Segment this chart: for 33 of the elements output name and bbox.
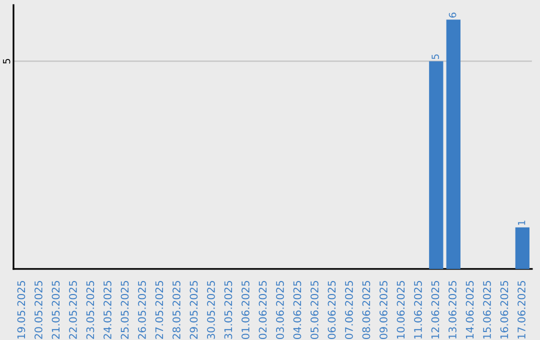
data-label: 1 — [518, 220, 526, 225]
x-tick-label: 04.06.2025 — [293, 280, 302, 340]
x-tick-label: 06.06.2025 — [328, 280, 336, 340]
x-tick-label: 09.06.2025 — [380, 280, 388, 340]
x-tick-label: 12.06.2025 — [431, 280, 440, 339]
x-tick-label: 11.06.2025 — [414, 280, 422, 339]
x-tick-label: 27.05.2025 — [155, 280, 164, 339]
x-tick-label: 23.05.2025 — [86, 280, 94, 339]
x-tick-label: 02.06.2025 — [258, 280, 267, 340]
x-tick-label: 30.05.2025 — [207, 280, 215, 339]
data-label: 5 — [432, 54, 439, 60]
x-tick-label: 25.05.2025 — [120, 280, 129, 339]
x-tick-label: 22.05.2025 — [69, 280, 77, 339]
x-tick-label: 19.05.2025 — [17, 280, 26, 339]
x-tick-label: 21.05.2025 — [52, 280, 60, 339]
x-tick-label: 17.06.2025 — [518, 280, 526, 339]
x-tick-label: 05.06.2025 — [310, 280, 318, 340]
x-tick-label: 29.05.2025 — [190, 280, 198, 339]
x-tick-label: 15.06.2025 — [483, 280, 491, 339]
x-tick-label: 08.06.2025 — [362, 280, 370, 340]
x-tick-label: 07.06.2025 — [345, 280, 353, 340]
x-tick-label: 31.05.2025 — [224, 280, 232, 339]
x-tick-label: 13.06.2025 — [448, 280, 456, 339]
x-tick-label: 24.05.2025 — [104, 280, 112, 339]
x-tick-label: 14.06.2025 — [466, 280, 474, 339]
x-tick-label: 20.05.2025 — [34, 280, 42, 339]
x-tick-label: 10.06.2025 — [396, 280, 405, 339]
x-tick-label: 16.06.2025 — [500, 280, 508, 339]
data-label: 6 — [448, 12, 456, 18]
x-tick-label: 28.05.2025 — [172, 280, 180, 339]
x-tick-label: 03.06.2025 — [276, 280, 284, 340]
x-tick-label: 01.06.2025 — [242, 280, 250, 340]
x-tick-label: 26.05.2025 — [138, 280, 146, 339]
